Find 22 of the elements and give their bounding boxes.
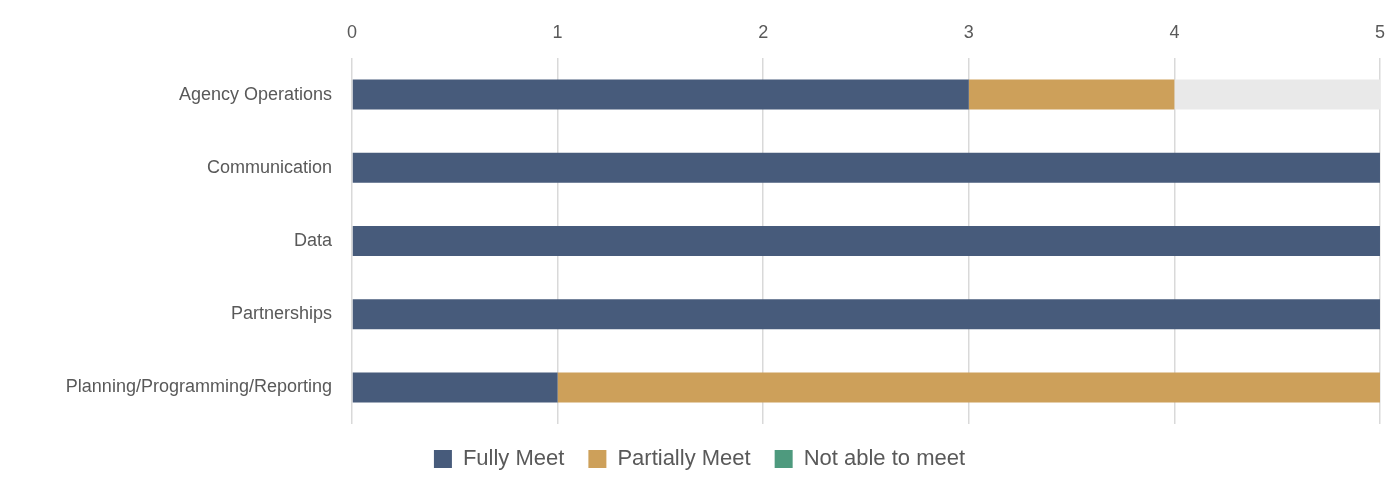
bar	[1174, 79, 1380, 110]
bar	[352, 299, 1380, 330]
y-tick-label: Agency Operations	[178, 83, 332, 104]
bar	[352, 225, 1380, 257]
y-tick-label: Partnerships	[230, 303, 332, 324]
x-tick-label: 0	[346, 22, 358, 43]
legend-label: Fully Meet	[462, 445, 565, 471]
x-tick-label: 4	[1169, 22, 1180, 43]
bar	[968, 79, 1175, 110]
bar	[352, 79, 969, 110]
y-tick-label: Planning/Programming/Reporting	[65, 376, 332, 397]
y-tick-label: Data	[293, 229, 333, 250]
x-tick-label: 3	[963, 22, 974, 43]
legend-label: Partially Meet	[617, 445, 751, 471]
x-tick-label: 5	[1374, 22, 1385, 43]
bar	[557, 372, 1380, 403]
y-tick-label: Communication	[206, 156, 332, 177]
x-tick-label: 1	[552, 22, 563, 43]
bar	[352, 152, 1380, 183]
legend-label: Not able to meet	[803, 445, 966, 471]
bar	[352, 372, 558, 403]
x-tick-label: 2	[758, 22, 769, 43]
